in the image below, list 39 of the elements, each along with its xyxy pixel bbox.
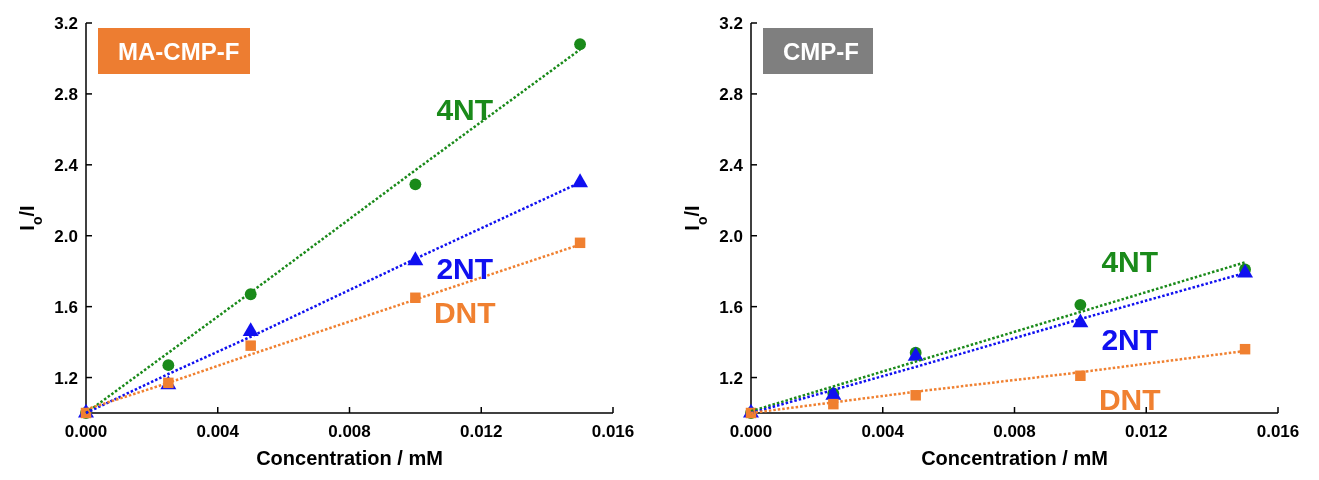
- y-tick-label: 1.6: [54, 297, 78, 317]
- y-tick-label: 2.4: [719, 155, 744, 175]
- point: [242, 322, 259, 337]
- text: MA-CMP-F: [118, 38, 240, 65]
- x-tick-label: 0.012: [459, 422, 503, 441]
- x-tick-label: 0.004: [196, 422, 240, 441]
- y-tick-label: 1.6: [719, 297, 743, 317]
- x-tick-label: 0.004: [861, 422, 905, 441]
- series-label: DNT: [433, 296, 496, 330]
- x-tick-label: 0.012: [1124, 422, 1168, 441]
- point: [1074, 298, 1087, 311]
- point: [162, 359, 175, 372]
- y-tick-label: 3.2: [54, 14, 78, 33]
- y-tick-label: 2.8: [719, 84, 743, 104]
- y-tick-label: 3.2: [719, 14, 743, 33]
- x-tick-label: 0.016: [1256, 422, 1300, 441]
- point: [910, 390, 921, 401]
- point: [409, 178, 422, 191]
- text: CMP-F: [783, 38, 859, 65]
- series-label: DNT: [1098, 382, 1161, 416]
- x-tick-label: 0.008: [993, 422, 1036, 441]
- x-axis-title: Concentration / mM: [921, 447, 1108, 469]
- point: [245, 340, 256, 351]
- series-label: 2NT: [1101, 322, 1159, 356]
- x-tick-label: 0.016: [591, 422, 635, 441]
- y-tick-label: 2.0: [54, 226, 78, 246]
- x-tick-label: 0.000: [64, 422, 108, 441]
- y-tick-label: 2.8: [54, 84, 78, 104]
- y-tick-label: 1.2: [719, 368, 743, 388]
- x-tick-label: 0.008: [328, 422, 371, 441]
- series-label: 4NT: [436, 93, 494, 127]
- y-tick-label: 2.0: [719, 226, 743, 246]
- point: [574, 38, 586, 51]
- y-tick-label: 2.4: [54, 155, 79, 175]
- series-label: 2NT: [436, 252, 494, 286]
- x-axis-title: Concentration / mM: [256, 447, 443, 469]
- x-tick-label: 0.000: [729, 422, 773, 441]
- series-label: 4NT: [1101, 245, 1159, 279]
- y-tick-label: 1.2: [54, 368, 78, 388]
